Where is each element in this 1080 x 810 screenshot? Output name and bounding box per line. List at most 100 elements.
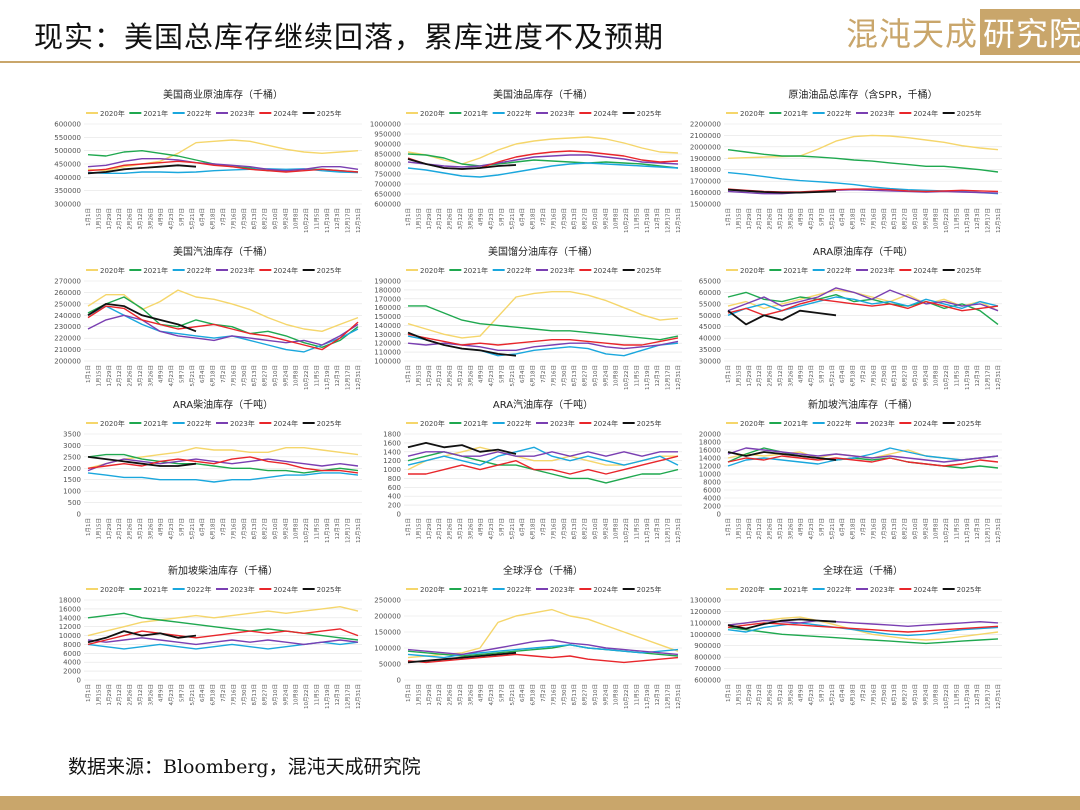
y-tick-label: 900000 (374, 141, 401, 149)
y-tick-label: 1100000 (690, 619, 721, 627)
x-tick-label: 3月26日 (147, 365, 154, 387)
x-tick-label: 9月24日 (282, 365, 289, 387)
legend-label: 2022年 (827, 266, 852, 275)
x-tick-label: 4月9日 (478, 684, 485, 702)
x-tick-label: 11月5日 (953, 518, 960, 540)
chart-panel-3: 原油油品总库存（含SPR，千桶） 2020年 2021年 2022年 2023年 2024… (680, 86, 1020, 246)
x-tick-label: 8月13日 (571, 684, 578, 706)
x-tick-label: 11月19日 (324, 518, 331, 543)
chart-panel-2: 美国油品库存（千桶） 2020年 2021年 2022年 2023年 2024年 2025年… (360, 86, 700, 246)
x-tick-label: 2月26日 (447, 684, 454, 706)
legend-label: 2021年 (143, 585, 168, 594)
y-tick-label: 500000 (54, 147, 81, 155)
series-line-2023- (87, 157, 359, 172)
chart-title: 美国馏分油库存（千桶） (488, 245, 598, 258)
legend-label: 2022年 (507, 585, 532, 594)
legend-label: 2024年 (913, 419, 938, 428)
legend-label: 2020年 (420, 109, 445, 118)
y-tick-label: 160000 (374, 304, 401, 312)
series-line-2024- (727, 455, 999, 467)
y-tick-label: 170000 (374, 295, 401, 303)
x-tick-label: 1月29日 (746, 208, 753, 230)
x-tick-label: 1月1日 (405, 365, 412, 383)
x-tick-label: 9月10日 (912, 684, 919, 706)
x-tick-label: 9月10日 (912, 208, 919, 230)
x-tick-label: 11月19日 (964, 518, 971, 543)
x-tick-label: 3月26日 (787, 208, 794, 230)
legend-label: 2025年 (637, 419, 662, 428)
x-tick-label: 6月18日 (530, 365, 537, 387)
series-line-2024- (87, 456, 359, 474)
x-tick-label: 12月17日 (345, 365, 352, 390)
x-tick-label: 3月12日 (457, 518, 464, 540)
y-tick-label: 2000 (63, 465, 81, 473)
y-tick-label: 1800 (383, 431, 401, 439)
y-tick-label: 16000 (699, 447, 721, 455)
legend-label: 2025年 (957, 109, 982, 118)
x-tick-label: 2月26日 (767, 365, 774, 387)
y-tick-label: 1700000 (690, 178, 721, 186)
y-tick-label: 550000 (54, 134, 81, 142)
x-tick-label: 10月8日 (613, 208, 620, 230)
x-tick-label: 7月2日 (220, 684, 227, 702)
x-tick-label: 8月13日 (891, 518, 898, 540)
legend-label: 2020年 (420, 266, 445, 275)
x-tick-label: 3月12日 (137, 208, 144, 230)
chart-title: 全球在运（千桶） (823, 564, 903, 577)
x-tick-label: 6月18日 (210, 518, 217, 540)
x-tick-label: 12月3日 (334, 208, 341, 230)
x-tick-label: 3月12日 (137, 684, 144, 706)
legend-label: 2022年 (507, 419, 532, 428)
x-tick-label: 8月27日 (262, 208, 269, 230)
x-tick-label: 5月21日 (829, 684, 836, 706)
chart-1: 美国商业原油库存（千桶） 2020年 2021年 2022年 2023年 2024年 202… (54, 88, 362, 233)
x-tick-label: 9月24日 (282, 684, 289, 706)
series-line-2025- (727, 451, 837, 461)
x-tick-label: 6月4日 (519, 208, 526, 226)
series-line-2020- (727, 134, 999, 159)
x-tick-label: 7月2日 (860, 365, 867, 383)
legend-label: 2025年 (957, 585, 982, 594)
series-line-2023- (407, 154, 679, 168)
x-tick-label: 1月15日 (735, 684, 742, 706)
y-tick-label: 1000 (383, 466, 401, 474)
x-tick-label: 11月19日 (324, 208, 331, 233)
x-tick-label: 7月30日 (241, 518, 248, 540)
series-line-2024- (407, 653, 679, 664)
x-tick-label: 7月2日 (220, 208, 227, 226)
legend-label: 2022年 (187, 266, 212, 275)
x-tick-label: 5月7日 (818, 684, 825, 702)
chart-title: ARA原油库存（千吨） (813, 245, 913, 258)
x-tick-label: 11月19日 (964, 365, 971, 390)
y-tick-label: 10000 (699, 471, 721, 479)
series-line-2021- (727, 291, 999, 325)
y-tick-label: 14000 (59, 614, 81, 622)
y-tick-label: 450000 (54, 161, 81, 169)
x-tick-label: 9月24日 (282, 518, 289, 540)
y-tick-label: 180000 (374, 286, 401, 294)
x-tick-label: 5月7日 (178, 684, 185, 702)
x-tick-label: 9月10日 (592, 365, 599, 387)
x-tick-label: 11月5日 (313, 208, 320, 230)
x-tick-label: 2月12日 (436, 365, 443, 387)
series-line-2023- (727, 447, 999, 463)
legend-label: 2020年 (420, 585, 445, 594)
series-line-2022- (407, 446, 679, 466)
legend-label: 2024年 (913, 109, 938, 118)
chart-10: 新加坡柴油库存（千桶） 2020年 2021年 2022年 2023年 2024年 2025… (59, 564, 362, 709)
y-tick-label: 18000 (59, 597, 81, 605)
x-tick-label: 12月17日 (665, 365, 672, 390)
y-tick-label: 1600 (383, 439, 401, 447)
x-tick-label: 6月18日 (530, 208, 537, 230)
y-tick-label: 240000 (54, 312, 81, 320)
x-tick-label: 7月2日 (220, 518, 227, 536)
x-tick-label: 1月15日 (95, 518, 102, 540)
legend-label: 2021年 (783, 109, 808, 118)
legend-label: 2023年 (550, 585, 575, 594)
y-tick-label: 1900000 (690, 155, 721, 163)
y-tick-label: 12000 (59, 623, 81, 631)
x-tick-label: 3月26日 (467, 684, 474, 706)
x-tick-label: 12月17日 (985, 365, 992, 390)
series-line-2021- (87, 296, 359, 349)
x-tick-label: 9月10日 (592, 518, 599, 540)
